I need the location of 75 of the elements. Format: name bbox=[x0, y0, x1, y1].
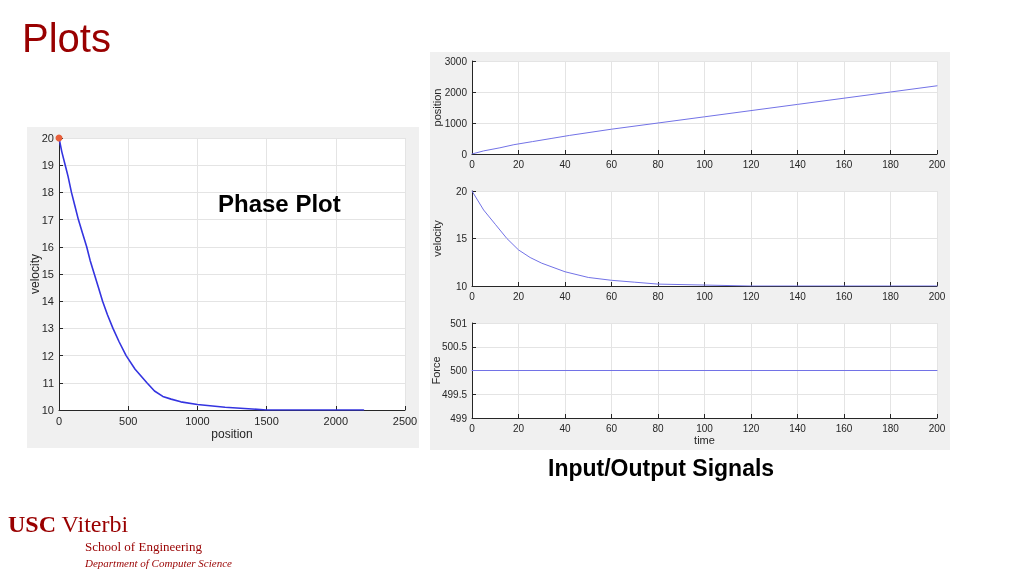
y-tick-label: 2000 bbox=[444, 86, 468, 98]
x-tick-label: 2000 bbox=[323, 414, 349, 427]
y-tick-label: 499.5 bbox=[441, 388, 468, 400]
x-tick-label: 160 bbox=[835, 422, 853, 434]
text: Phase Plot bbox=[218, 189, 341, 217]
x-tick-label: 180 bbox=[882, 422, 900, 434]
y-axis-title: velocity bbox=[28, 253, 42, 295]
y-tick-label: 11 bbox=[42, 376, 54, 389]
x-tick-label: 40 bbox=[559, 158, 571, 170]
y-axis-title: position bbox=[430, 88, 443, 127]
x-tick-label: 20 bbox=[512, 158, 525, 170]
y-tick-label: 15 bbox=[455, 233, 468, 244]
x-tick-label: 80 bbox=[652, 290, 664, 302]
y-tick-label: 17 bbox=[41, 213, 54, 226]
x-tick-label: 60 bbox=[605, 290, 618, 302]
y-tick-label: 501 bbox=[450, 317, 468, 329]
y-tick-label: 12 bbox=[41, 349, 54, 362]
x-tick-label: 140 bbox=[789, 290, 807, 302]
x-tick-label: 140 bbox=[789, 422, 807, 434]
text: Department of Computer Science bbox=[85, 557, 232, 570]
x-tick-label: 120 bbox=[742, 290, 760, 302]
x-tick-label: 160 bbox=[835, 290, 853, 302]
x-tick-label: 200 bbox=[928, 290, 946, 302]
x-tick-label: 0 bbox=[55, 414, 63, 427]
x-tick-label: 1000 bbox=[185, 414, 210, 427]
text: Plots bbox=[22, 16, 111, 60]
x-axis-title: time bbox=[694, 433, 715, 446]
x-tick-label: 0 bbox=[469, 290, 476, 302]
y-axis-title: velocity bbox=[430, 219, 443, 257]
x-tick-label: 80 bbox=[652, 422, 664, 434]
y-tick-label: 10 bbox=[41, 404, 54, 416]
y-tick-label: 20 bbox=[41, 132, 54, 144]
x-tick-label: 20 bbox=[512, 422, 525, 434]
y-tick-label: 19 bbox=[41, 159, 54, 172]
x-tick-label: 100 bbox=[696, 290, 714, 302]
text: Input/Output Signals bbox=[548, 455, 775, 482]
x-tick-label: 80 bbox=[652, 158, 664, 170]
x-tick-label: 100 bbox=[696, 158, 714, 170]
x-tick-label: 0 bbox=[469, 158, 476, 170]
x-tick-label: 0 bbox=[469, 422, 476, 434]
x-tick-label: 120 bbox=[742, 422, 760, 434]
x-tick-label: 40 bbox=[559, 290, 571, 302]
x-tick-label: 200 bbox=[928, 158, 946, 170]
text: USC Viterbi bbox=[8, 511, 129, 538]
x-tick-label: 200 bbox=[928, 422, 946, 434]
x-tick-label: 60 bbox=[605, 158, 618, 170]
x-tick-label: 2500 bbox=[392, 414, 418, 427]
text: School of Engineering bbox=[85, 539, 202, 555]
x-tick-label: 140 bbox=[789, 158, 807, 170]
y-axis-title: Force bbox=[429, 356, 442, 385]
x-tick-label: 180 bbox=[882, 290, 900, 302]
x-tick-label: 60 bbox=[605, 422, 618, 434]
y-tick-label: 14 bbox=[41, 295, 54, 308]
x-tick-label: 20 bbox=[512, 290, 525, 302]
x-tick-label: 40 bbox=[559, 422, 571, 434]
y-tick-label: 15 bbox=[41, 268, 54, 280]
y-tick-label: 16 bbox=[41, 240, 54, 253]
x-tick-label: 180 bbox=[882, 158, 900, 170]
line-series bbox=[471, 190, 938, 287]
y-tick-label: 10 bbox=[455, 280, 468, 292]
x-tick-label: 160 bbox=[835, 158, 853, 170]
y-tick-label: 499 bbox=[450, 412, 468, 424]
x-tick-label: 1500 bbox=[254, 414, 279, 427]
y-tick-label: 500.5 bbox=[441, 341, 468, 353]
x-tick-label: 100 bbox=[696, 422, 714, 434]
x-tick-label: 120 bbox=[742, 158, 760, 170]
y-tick-label: 500 bbox=[450, 365, 468, 376]
y-tick-label: 3000 bbox=[444, 55, 468, 67]
x-tick-label: 500 bbox=[119, 414, 138, 427]
y-tick-label: 1000 bbox=[444, 117, 468, 129]
y-tick-label: 0 bbox=[461, 148, 468, 160]
x-axis-title: position bbox=[211, 427, 253, 441]
y-tick-label: 18 bbox=[41, 186, 54, 199]
y-tick-label: 20 bbox=[455, 185, 468, 197]
y-tick-label: 13 bbox=[41, 322, 54, 335]
